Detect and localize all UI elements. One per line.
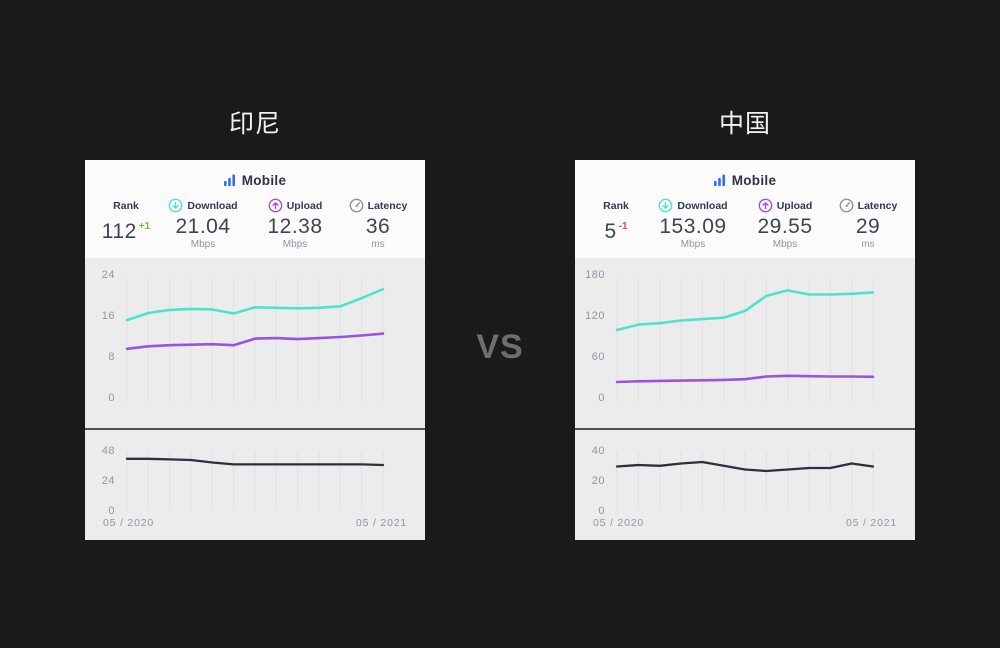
upload-value: 29.55 bbox=[757, 215, 813, 238]
svg-text:180: 180 bbox=[585, 269, 605, 281]
card-header: Mobile Rank 5 -1 Download 153.09 Mbps bbox=[575, 160, 915, 258]
latency-line-chart: 40 20 0 bbox=[592, 445, 875, 514]
network-type-row: Mobile bbox=[85, 171, 425, 189]
latency-value: 36 bbox=[365, 215, 391, 238]
x-axis-end-label: 05 / 2021 bbox=[356, 517, 407, 529]
chart-divider bbox=[85, 428, 425, 430]
chart-area: 24 16 8 0 48 24 0 05 / 2020 05 / 2021 bbox=[85, 258, 425, 540]
rank-delta-badge: -1 bbox=[618, 221, 628, 232]
upload-arrow-icon bbox=[758, 198, 773, 213]
download-unit: Mbps bbox=[190, 239, 216, 250]
upload-label: Upload bbox=[776, 199, 813, 212]
download-value: 153.09 bbox=[659, 215, 727, 238]
upload-arrow-icon bbox=[268, 198, 283, 213]
stat-rank: Rank 5 -1 bbox=[587, 198, 645, 243]
download-value: 21.04 bbox=[175, 215, 231, 238]
download-arrow-icon bbox=[658, 198, 673, 213]
latency-gauge-icon bbox=[349, 198, 364, 213]
rank-label: Rank bbox=[113, 199, 139, 212]
speedtest-card-indonesia: Mobile Rank 112 +1 Download 21.04 Mbps bbox=[85, 160, 425, 540]
upload-unit: Mbps bbox=[772, 239, 798, 250]
x-axis-labels: 05 / 2020 05 / 2021 bbox=[575, 514, 915, 529]
speed-line-chart: 180 120 60 0 bbox=[585, 269, 875, 404]
stats-row: Rank 112 +1 Download 21.04 Mbps bbox=[85, 189, 425, 250]
upload-unit: Mbps bbox=[282, 239, 308, 250]
stat-latency: Latency 29 ms bbox=[833, 198, 903, 250]
rank-value: 5 -1 bbox=[604, 220, 628, 243]
download-unit: Mbps bbox=[680, 239, 706, 250]
chart-divider bbox=[575, 428, 915, 430]
latency-line-chart: 48 24 0 bbox=[102, 445, 385, 514]
x-axis-end-label: 05 / 2021 bbox=[846, 517, 897, 529]
x-axis-labels: 05 / 2020 05 / 2021 bbox=[85, 514, 425, 529]
stat-download: Download 153.09 Mbps bbox=[649, 198, 737, 250]
stat-rank: Rank 112 +1 bbox=[97, 198, 155, 243]
mobile-signal-bars-icon bbox=[223, 174, 236, 186]
country-title-china: 中国 bbox=[718, 110, 771, 138]
download-label: Download bbox=[187, 199, 238, 212]
stat-download: Download 21.04 Mbps bbox=[159, 198, 247, 250]
svg-text:24: 24 bbox=[102, 269, 115, 281]
stat-upload: Upload 29.55 Mbps bbox=[741, 198, 829, 250]
latency-label: Latency bbox=[857, 199, 898, 212]
svg-text:24: 24 bbox=[102, 475, 115, 487]
stat-latency: Latency 36 ms bbox=[343, 198, 413, 250]
upload-label: Upload bbox=[286, 199, 323, 212]
speedtest-card-china: Mobile Rank 5 -1 Download 153.09 Mbps bbox=[575, 160, 915, 540]
latency-unit: ms bbox=[861, 239, 875, 250]
network-type-label: Mobile bbox=[731, 172, 777, 188]
svg-text:40: 40 bbox=[592, 445, 605, 457]
download-arrow-icon bbox=[168, 198, 183, 213]
svg-text:16: 16 bbox=[102, 310, 115, 322]
svg-text:48: 48 bbox=[102, 445, 115, 457]
svg-text:120: 120 bbox=[585, 310, 605, 322]
rank-value: 112 +1 bbox=[101, 220, 151, 243]
latency-gauge-icon bbox=[839, 198, 854, 213]
card-header: Mobile Rank 112 +1 Download 21.04 Mbps bbox=[85, 160, 425, 258]
latency-unit: ms bbox=[371, 239, 385, 250]
network-type-row: Mobile bbox=[575, 171, 915, 189]
x-axis-start-label: 05 / 2020 bbox=[103, 517, 154, 529]
x-axis-start-label: 05 / 2020 bbox=[593, 517, 644, 529]
svg-text:0: 0 bbox=[108, 505, 115, 514]
svg-text:0: 0 bbox=[598, 505, 605, 514]
country-title-indonesia: 印尼 bbox=[228, 110, 281, 138]
svg-text:8: 8 bbox=[108, 351, 115, 363]
svg-text:60: 60 bbox=[592, 351, 605, 363]
rank-label: Rank bbox=[603, 199, 629, 212]
chart-area: 180 120 60 0 40 20 0 05 / 2020 05 / 2021 bbox=[575, 258, 915, 540]
svg-text:0: 0 bbox=[598, 392, 605, 404]
latency-value: 29 bbox=[855, 215, 881, 238]
mobile-signal-bars-icon bbox=[713, 174, 726, 186]
download-label: Download bbox=[677, 199, 728, 212]
upload-value: 12.38 bbox=[267, 215, 323, 238]
stats-row: Rank 5 -1 Download 153.09 Mbps U bbox=[575, 189, 915, 250]
network-type-label: Mobile bbox=[241, 172, 287, 188]
stat-upload: Upload 12.38 Mbps bbox=[251, 198, 339, 250]
latency-label: Latency bbox=[367, 199, 408, 212]
rank-delta-badge: +1 bbox=[138, 221, 151, 232]
vs-label: VS bbox=[476, 328, 524, 366]
svg-text:0: 0 bbox=[108, 392, 115, 404]
speed-line-chart: 24 16 8 0 bbox=[102, 269, 385, 404]
svg-text:20: 20 bbox=[592, 475, 605, 487]
